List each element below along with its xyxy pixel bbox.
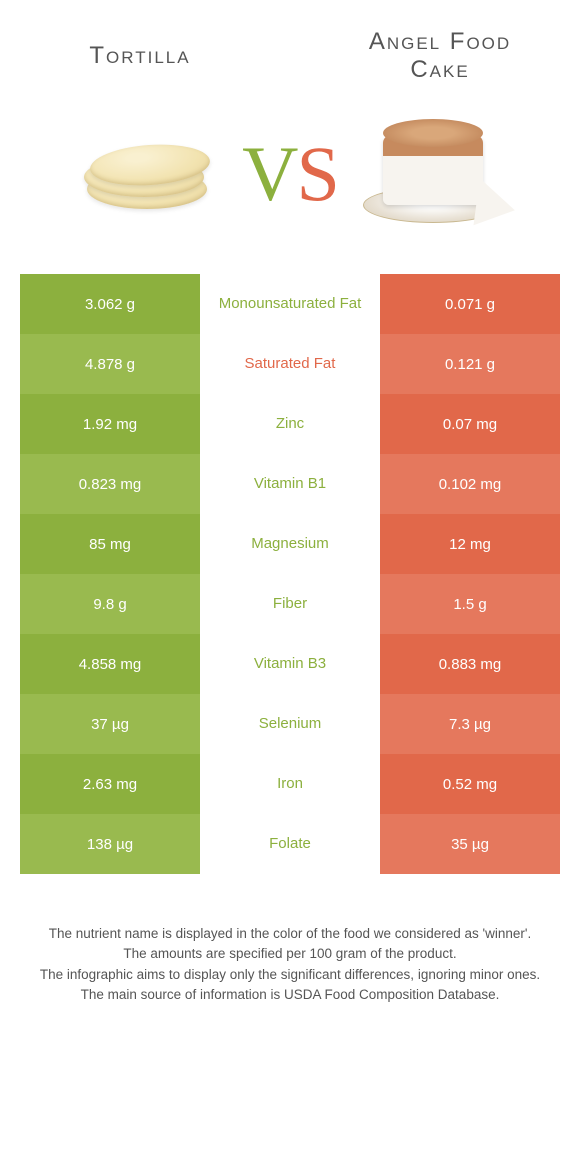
nutrient-name: Saturated Fat — [200, 334, 380, 394]
right-value: 1.5 g — [380, 574, 560, 634]
right-value: 0.071 g — [380, 274, 560, 334]
right-value: 0.52 mg — [380, 754, 560, 814]
footer-line-3: The infographic aims to display only the… — [30, 965, 550, 985]
footer-line-2: The amounts are specified per 100 gram o… — [30, 944, 550, 964]
table-row: 85 mgMagnesium12 mg — [20, 514, 560, 574]
vs-v: V — [242, 130, 296, 217]
left-value: 9.8 g — [20, 574, 200, 634]
nutrition-table: 3.062 gMonounsaturated Fat0.071 g4.878 g… — [20, 274, 560, 874]
vs-text: VS — [242, 129, 338, 219]
footer-line-1: The nutrient name is displayed in the co… — [30, 924, 550, 944]
tortilla-image — [72, 114, 222, 234]
nutrient-name: Vitamin B3 — [200, 634, 380, 694]
table-row: 4.858 mgVitamin B30.883 mg — [20, 634, 560, 694]
left-value: 3.062 g — [20, 274, 200, 334]
left-value: 1.92 mg — [20, 394, 200, 454]
right-value: 12 mg — [380, 514, 560, 574]
nutrient-name: Folate — [200, 814, 380, 874]
table-row: 9.8 gFiber1.5 g — [20, 574, 560, 634]
left-food-title: Tortilla — [40, 42, 240, 70]
table-row: 2.63 mgIron0.52 mg — [20, 754, 560, 814]
nutrient-name: Magnesium — [200, 514, 380, 574]
nutrient-name: Zinc — [200, 394, 380, 454]
right-value: 0.102 mg — [380, 454, 560, 514]
table-row: 3.062 gMonounsaturated Fat0.071 g — [20, 274, 560, 334]
left-value: 2.63 mg — [20, 754, 200, 814]
right-value: 0.07 mg — [380, 394, 560, 454]
footer-line-4: The main source of information is USDA F… — [30, 985, 550, 1005]
nutrient-name: Monounsaturated Fat — [200, 274, 380, 334]
right-value: 35 µg — [380, 814, 560, 874]
left-value: 85 mg — [20, 514, 200, 574]
right-value: 0.121 g — [380, 334, 560, 394]
left-value: 4.878 g — [20, 334, 200, 394]
nutrient-name: Fiber — [200, 574, 380, 634]
cake-image — [358, 114, 508, 234]
nutrient-name: Vitamin B1 — [200, 454, 380, 514]
table-row: 37 µgSelenium7.3 µg — [20, 694, 560, 754]
right-value: 0.883 mg — [380, 634, 560, 694]
left-value: 138 µg — [20, 814, 200, 874]
header: Tortilla Angel Food Cake — [0, 0, 580, 94]
footer-notes: The nutrient name is displayed in the co… — [30, 924, 550, 1005]
left-value: 0.823 mg — [20, 454, 200, 514]
table-row: 138 µgFolate35 µg — [20, 814, 560, 874]
nutrient-name: Selenium — [200, 694, 380, 754]
right-value: 7.3 µg — [380, 694, 560, 754]
left-value: 4.858 mg — [20, 634, 200, 694]
nutrient-name: Iron — [200, 754, 380, 814]
table-row: 1.92 mgZinc0.07 mg — [20, 394, 560, 454]
table-row: 0.823 mgVitamin B10.102 mg — [20, 454, 560, 514]
vs-block: VS — [0, 94, 580, 274]
vs-s: S — [296, 130, 337, 217]
right-food-title: Angel Food Cake — [340, 28, 540, 84]
table-row: 4.878 gSaturated Fat0.121 g — [20, 334, 560, 394]
left-value: 37 µg — [20, 694, 200, 754]
